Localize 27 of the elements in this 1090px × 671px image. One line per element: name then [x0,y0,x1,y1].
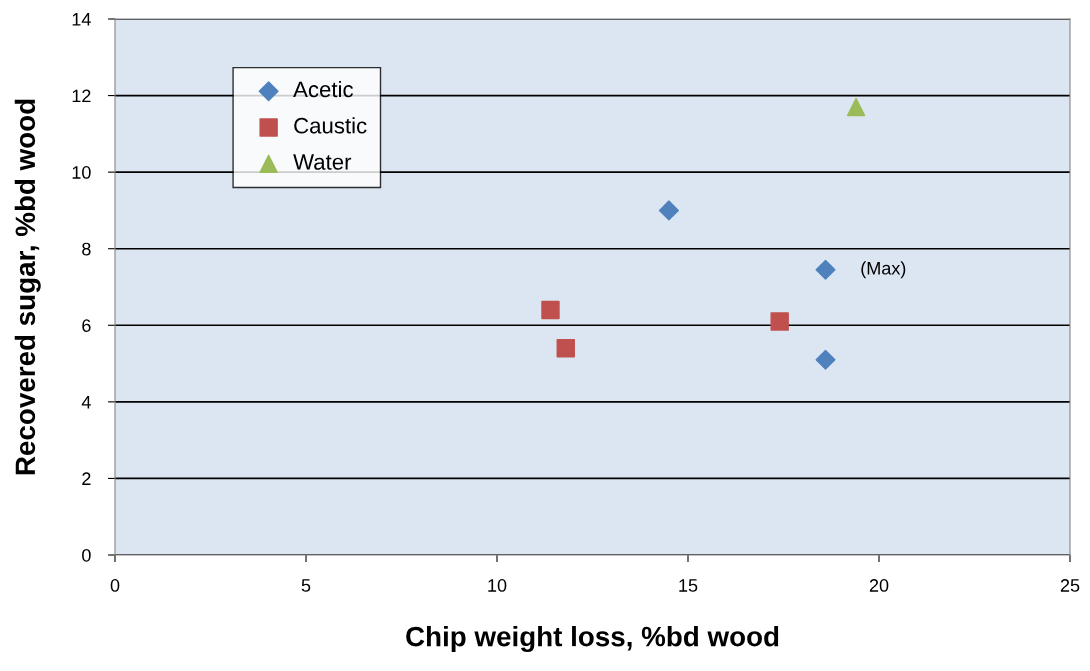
x-tick-label: 5 [301,579,311,592]
x-tick-label: 0 [110,579,120,592]
point [658,200,679,221]
x-axis-title: Chip weight loss, %bd wood [406,626,779,653]
point [541,300,560,320]
point [815,259,836,280]
x-tick-label: 25 [1060,579,1080,592]
y-tick-label: 12 [72,89,91,103]
point [846,97,866,117]
y-tick-label: 14 [72,13,91,26]
x-tick-label: 15 [679,579,698,592]
legend-label: Acetic [293,80,353,98]
x-tick-label: 20 [869,579,889,592]
point [556,339,575,358]
legend-label: Water [293,154,352,170]
point [770,312,789,331]
y-tick-label: 8 [82,242,91,256]
y-tick-label: 2 [82,472,91,485]
y-tick-label: 4 [81,395,91,409]
y-tick-label: 0 [82,548,91,562]
x-tick-label: 10 [488,579,507,592]
y-axis-title: Recovered sugar, %bd wood [14,99,41,475]
y-tick-label: 10 [72,166,91,179]
point [815,349,836,370]
annotation: (Max) [861,261,906,279]
legend-label: Caustic [294,117,367,134]
y-tick-label: 6 [82,319,91,333]
